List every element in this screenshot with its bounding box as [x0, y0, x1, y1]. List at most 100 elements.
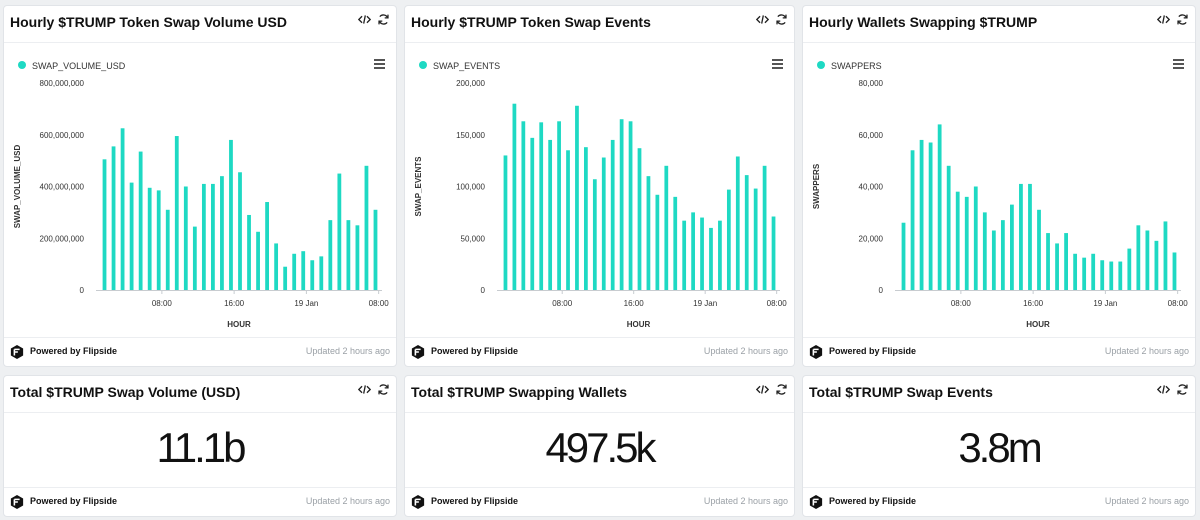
bar[interactable]	[1055, 243, 1059, 290]
bar[interactable]	[762, 165, 767, 290]
bar[interactable]	[220, 176, 224, 290]
bar[interactable]	[1000, 220, 1005, 290]
bar[interactable]	[539, 122, 544, 290]
bar[interactable]	[1064, 233, 1068, 290]
bar[interactable]	[1082, 257, 1087, 290]
bar[interactable]	[610, 139, 615, 290]
chart-menu-icon[interactable]	[1173, 59, 1184, 69]
bar[interactable]	[709, 227, 713, 290]
bar[interactable]	[548, 139, 553, 290]
bar[interactable]	[628, 121, 633, 290]
bar[interactable]	[1073, 253, 1078, 290]
bar[interactable]	[111, 146, 116, 290]
bar[interactable]	[1046, 233, 1050, 290]
bar[interactable]	[1145, 230, 1150, 290]
bar[interactable]	[592, 179, 597, 290]
bar[interactable]	[283, 266, 288, 290]
bar[interactable]	[557, 121, 561, 290]
powered-by-label[interactable]: Powered by Flipside	[829, 346, 917, 356]
bar[interactable]	[503, 155, 508, 290]
bar[interactable]	[682, 220, 687, 290]
chart-menu-icon[interactable]	[772, 59, 783, 69]
bar[interactable]	[238, 172, 242, 290]
bar[interactable]	[928, 142, 933, 290]
bar[interactable]	[310, 260, 315, 290]
bar[interactable]	[165, 209, 170, 290]
powered-by-label[interactable]: Powered by Flipside	[431, 346, 519, 356]
legend-marker[interactable]	[419, 61, 427, 69]
legend-label[interactable]: SWAP_EVENTS	[433, 61, 500, 71]
bar[interactable]	[201, 183, 206, 290]
bar[interactable]	[771, 216, 776, 290]
bar[interactable]	[619, 119, 624, 290]
bar[interactable]	[664, 165, 669, 290]
bar[interactable]	[274, 243, 279, 290]
bar[interactable]	[1091, 253, 1096, 290]
bar[interactable]	[192, 226, 197, 290]
bar[interactable]	[901, 222, 906, 290]
bar[interactable]	[744, 175, 749, 290]
powered-by-label[interactable]: Powered by Flipside	[30, 346, 118, 356]
bar[interactable]	[718, 220, 722, 290]
bar[interactable]	[673, 196, 678, 290]
embed-code-icon[interactable]	[358, 13, 371, 26]
bar[interactable]	[183, 186, 188, 291]
bar[interactable]	[147, 187, 152, 290]
bar[interactable]	[1127, 248, 1132, 290]
embed-code-icon[interactable]	[756, 13, 769, 26]
bar[interactable]	[566, 150, 570, 290]
bar[interactable]	[102, 159, 107, 290]
bar[interactable]	[982, 212, 987, 290]
legend-marker[interactable]	[18, 61, 26, 69]
bar[interactable]	[1109, 261, 1114, 290]
bar[interactable]	[919, 139, 924, 290]
bar[interactable]	[964, 196, 969, 290]
bar[interactable]	[991, 230, 996, 290]
embed-code-icon[interactable]	[358, 383, 371, 396]
powered-by-label[interactable]: Powered by Flipside	[30, 496, 118, 506]
legend-label[interactable]: SWAP_VOLUME_USD	[32, 61, 126, 71]
bar[interactable]	[1136, 225, 1141, 290]
refresh-icon[interactable]	[1176, 383, 1189, 396]
bar[interactable]	[1028, 183, 1032, 290]
bar[interactable]	[138, 151, 143, 290]
bar[interactable]	[1163, 221, 1168, 290]
embed-code-icon[interactable]	[756, 383, 769, 396]
bar[interactable]	[301, 251, 306, 290]
bar[interactable]	[319, 256, 324, 290]
chart-menu-icon[interactable]	[374, 59, 385, 69]
bar[interactable]	[156, 190, 161, 290]
legend-label[interactable]: SWAPPERS	[831, 61, 882, 71]
bar[interactable]	[946, 165, 951, 290]
refresh-icon[interactable]	[1176, 13, 1189, 26]
bar[interactable]	[1154, 240, 1159, 290]
bar[interactable]	[637, 148, 642, 290]
bar[interactable]	[174, 136, 179, 290]
bar[interactable]	[910, 150, 915, 290]
bar[interactable]	[364, 165, 369, 290]
bar[interactable]	[247, 214, 251, 290]
bar[interactable]	[584, 147, 588, 290]
bar[interactable]	[691, 212, 695, 290]
bar[interactable]	[530, 137, 535, 290]
embed-code-icon[interactable]	[1157, 13, 1170, 26]
refresh-icon[interactable]	[377, 383, 390, 396]
bar[interactable]	[1118, 261, 1123, 290]
bar[interactable]	[937, 124, 942, 291]
bar[interactable]	[337, 173, 342, 290]
bar[interactable]	[735, 156, 740, 290]
bar[interactable]	[265, 202, 269, 290]
refresh-icon[interactable]	[377, 13, 390, 26]
bar[interactable]	[120, 128, 125, 290]
bar[interactable]	[1172, 252, 1177, 290]
bar[interactable]	[1037, 209, 1041, 290]
bar[interactable]	[129, 182, 134, 290]
bar[interactable]	[373, 209, 378, 290]
bar[interactable]	[700, 217, 704, 290]
bar[interactable]	[655, 194, 660, 290]
refresh-icon[interactable]	[775, 383, 788, 396]
bar[interactable]	[328, 220, 333, 290]
bar[interactable]	[601, 157, 606, 290]
powered-by-label[interactable]: Powered by Flipside	[431, 496, 519, 506]
refresh-icon[interactable]	[775, 13, 788, 26]
